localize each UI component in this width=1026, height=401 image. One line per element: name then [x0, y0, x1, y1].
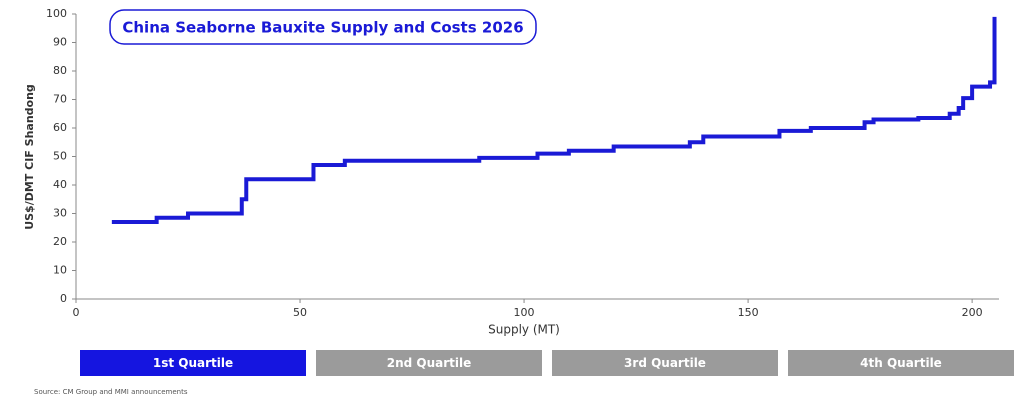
chart-title: China Seaborne Bauxite Supply and Costs … — [122, 19, 523, 37]
quartile-label: 1st Quartile — [80, 350, 306, 376]
quartile-label: 4th Quartile — [788, 350, 1014, 376]
x-tick-label: 50 — [293, 306, 307, 319]
step-line — [111, 16, 997, 225]
x-tick-label: 0 — [73, 306, 80, 319]
y-axis-label: US$/DMT CIF Shandong — [23, 84, 36, 230]
chart: China Seaborne Bauxite Supply and Costs … — [23, 7, 999, 337]
y-tick-label: 0 — [60, 292, 67, 305]
title-box — [109, 9, 537, 45]
quartile-bar: 1st Quartile 2nd Quartile 3rd Quartile 4th … — [80, 350, 1014, 376]
y-tick-label: 90 — [53, 36, 67, 49]
y-tick-label: 10 — [53, 264, 67, 277]
y-tick-label: 70 — [53, 93, 67, 106]
y-tick-label: 50 — [53, 150, 67, 163]
x-tick-label: 150 — [738, 306, 759, 319]
source: Source: CM Group and MMI announcements — [34, 388, 188, 396]
x-axis-label: Supply (MT) — [488, 323, 560, 337]
x-tick-label: 200 — [962, 306, 983, 319]
y-tick-label: 60 — [53, 121, 67, 134]
x-tick-label: 100 — [514, 306, 535, 319]
quartile-label: 2nd Quartile — [316, 350, 542, 376]
y-tick-label: 100 — [46, 7, 67, 20]
quartile-label: 3rd Quartile — [552, 350, 778, 376]
y-tick-label: 40 — [53, 178, 67, 191]
y-tick-label: 30 — [53, 207, 67, 220]
y-tick-label: 20 — [53, 235, 67, 248]
y-tick-label: 80 — [53, 64, 67, 77]
